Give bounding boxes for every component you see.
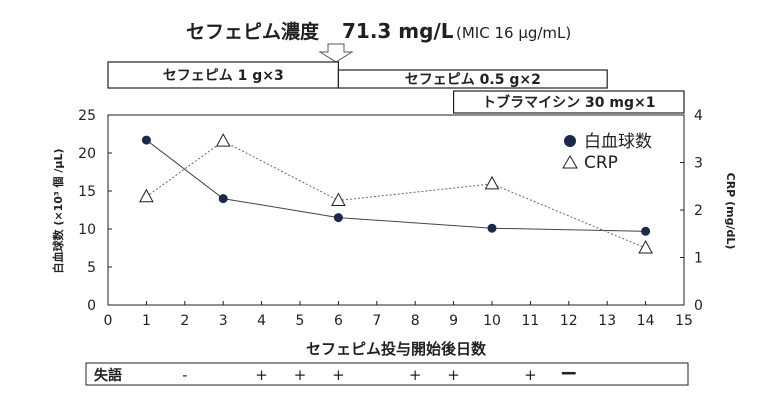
aphasia-mark: - [182,366,187,384]
crp-point [331,192,346,206]
y2-tick-label: 2 [694,203,703,219]
arrow-down-icon [318,43,354,63]
crp-point [484,175,500,190]
y-tick-label: 15 [78,184,96,200]
aphasia-mark: − [560,361,578,386]
crp-point [139,188,154,203]
wbc-point [333,213,343,223]
mic-note: (MIC 16 µg/mL) [456,24,571,42]
crp-point [638,239,653,254]
x-axis-title: セフェピム投与開始後日数 [306,340,487,358]
x-tick-label: 2 [180,313,189,329]
wbc-line [146,139,646,232]
aphasia-marks: - + + + + + + − [182,361,578,386]
regimen-tobramycin-bar [453,90,685,114]
aphasia-mark: + [294,366,307,384]
regimen-cefepime-1g-bar [107,61,339,89]
x-tick-label: 7 [372,313,381,329]
drug-concentration-value: 71.3 mg/L [342,19,454,43]
y-tick-label: 25 [78,108,96,124]
y2-tick-label: 4 [694,108,703,124]
x-tick-label: 4 [257,313,266,329]
y-tick-label: 10 [78,222,96,238]
wbc-point [218,194,228,204]
aphasia-mark: + [332,366,345,384]
legend-wbc-label: 白血球数 [584,132,652,152]
wbc-point [641,226,651,236]
x-tick-label: 6 [334,313,343,329]
y-axis-right: 0 1 2 3 4 [680,108,703,314]
x-tick-label: 12 [560,313,578,329]
x-tick-label: 3 [219,313,228,329]
aphasia-row-frame [85,362,689,386]
x-tick-label: 0 [104,313,113,329]
y2-tick-label: 0 [694,298,703,314]
x-tick-label: 15 [675,313,693,329]
y-tick-label: 20 [78,146,96,162]
legend: 白血球数 CRP [562,132,652,173]
x-tick-label: 13 [598,313,616,329]
regimen-cefepime-1g-label: セフェピム 1 g×3 [163,68,284,84]
drug-concentration-label: セフェピム濃度 [186,20,320,43]
x-tick-label: 9 [449,313,458,329]
legend-crp-marker [562,155,578,169]
x-tick-label: 11 [521,313,539,329]
aphasia-label: 失語 [94,367,122,384]
y-tick-label: 5 [87,260,96,276]
crp-point [215,133,231,147]
x-tick-label: 14 [637,313,655,329]
wbc-point [141,135,151,145]
regimen-cefepime-05g-bar [337,69,608,89]
x-tick-label: 5 [296,313,305,329]
y-tick-label: 0 [87,298,96,314]
x-tick-label: 1 [142,313,151,329]
series [139,133,653,254]
y2-tick-label: 1 [694,251,703,267]
aphasia-mark: + [524,366,537,384]
wbc-point [487,223,497,233]
aphasia-mark: + [447,366,460,384]
x-tick-label: 10 [483,313,501,329]
regimen-cefepime-05g-label: セフェピム 0.5 g×2 [405,72,541,88]
y2-axis-title: CRP (mg/dL) [724,173,737,250]
y-axis-title: 白血球数 (×10³ 個 /µL) [51,148,65,273]
y2-tick-label: 3 [694,156,703,172]
legend-wbc-marker [564,135,576,147]
legend-crp-label: CRP [584,153,618,173]
x-axis: 0 1 2 3 4 5 6 7 8 9 10 11 12 13 14 15 [104,301,693,329]
aphasia-mark: + [255,366,268,384]
y-axis-left: 0 5 10 15 20 25 [78,108,112,314]
regimen-bars: セフェピム 1 g×3 セフェピム 0.5 g×2 トブラマイシン 30 mg×1 [107,61,685,114]
aphasia-mark: + [409,366,422,384]
x-tick-label: 8 [411,313,420,329]
regimen-tobramycin-label: トブラマイシン 30 mg×1 [482,94,655,111]
